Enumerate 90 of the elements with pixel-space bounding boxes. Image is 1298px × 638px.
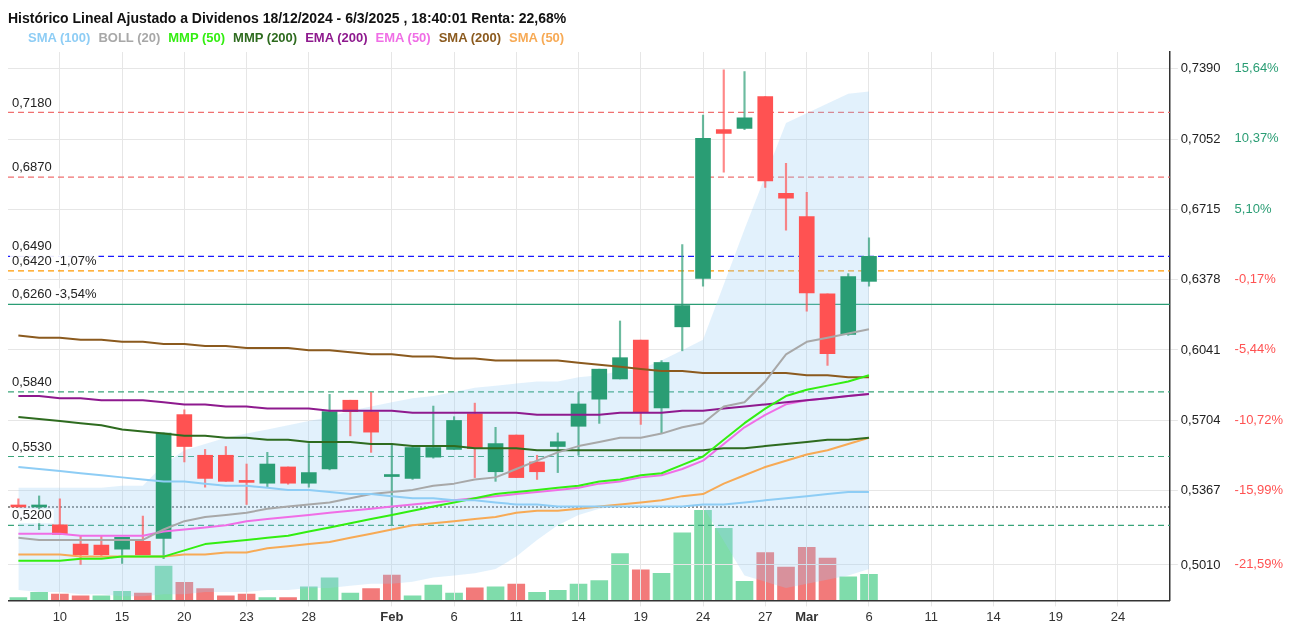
y2-tick-label: 5,10%	[1234, 200, 1272, 216]
y2-tick-label: 15,64%	[1234, 60, 1280, 76]
x-tick-label: 6	[450, 608, 458, 624]
ref-line-label: 0,7180	[12, 94, 52, 110]
bar	[631, 569, 650, 601]
bar	[777, 567, 795, 601]
bar	[175, 582, 194, 601]
bar	[860, 574, 878, 601]
bar	[611, 553, 629, 601]
bar	[486, 586, 505, 601]
y-tick-label: 0,5367	[1180, 482, 1221, 498]
bar	[714, 528, 733, 601]
ref-line-label: 0,6870	[12, 159, 52, 175]
bar	[735, 581, 754, 601]
bar	[217, 595, 235, 601]
x-tick-label: 10	[52, 608, 68, 624]
y-tick-label: 0,6715	[1180, 201, 1221, 217]
x-tick-label: 14	[571, 608, 586, 624]
text: MMP (200)	[233, 30, 298, 45]
bar	[300, 586, 318, 601]
bar	[590, 580, 609, 601]
x-tick-label: 6	[865, 608, 873, 624]
text: BOLL (20)	[98, 30, 161, 45]
bar	[756, 552, 775, 601]
x-tick-label: 20	[177, 608, 192, 624]
y-tick-label: 0,5010	[1180, 556, 1221, 572]
y2-tick-label: -10,72%	[1234, 411, 1284, 427]
bar	[507, 584, 526, 601]
bar	[51, 594, 69, 601]
bar	[154, 566, 173, 601]
x-tick-label: Mar	[795, 608, 819, 624]
candlestick	[736, 71, 753, 130]
y-tick-label: 0,7390	[1180, 60, 1221, 76]
y-tick-label: 0,5704	[1180, 411, 1221, 427]
y2-tick-label: 10,37%	[1234, 130, 1280, 146]
ref-line-label: 0,6490	[12, 238, 52, 254]
x-tick-label: Feb	[380, 608, 404, 624]
x-tick-label: 27	[758, 608, 773, 624]
text: EMA (200)	[305, 30, 368, 45]
bar	[383, 575, 401, 601]
bar	[196, 588, 214, 601]
bar	[30, 592, 48, 601]
bar	[528, 592, 546, 601]
x-tick-label: 24	[1110, 608, 1126, 624]
x-tick-label: 11	[924, 608, 938, 624]
bar	[465, 587, 484, 601]
bar	[9, 597, 28, 601]
bar	[797, 547, 816, 601]
y-tick-label: 0,7052	[1180, 130, 1221, 146]
bar	[341, 593, 360, 601]
x-tick-label: 11	[509, 608, 524, 624]
x-tick-label: 19	[1048, 608, 1063, 624]
bar	[258, 597, 277, 601]
bar	[113, 591, 131, 601]
y-tick-label: 0,6041	[1180, 341, 1221, 357]
x-tick-label: 28	[301, 608, 317, 624]
bar	[320, 577, 339, 601]
x-tick-label: 15	[114, 608, 130, 624]
chart-title: Histórico Lineal Ajustado a Dividenos 18/12/2024 - 6/3/2025 , 18:40:01 Renta: 22,68%	[8, 9, 568, 28]
bar	[673, 532, 692, 601]
x-tick-label: 24	[695, 608, 711, 624]
ref-line-label: 0,5840	[12, 373, 52, 389]
bar	[694, 510, 712, 601]
y-tick-label: 0,6378	[1180, 271, 1221, 287]
text: EMA (50)	[375, 30, 431, 45]
bar	[652, 573, 671, 601]
bar	[548, 590, 567, 601]
bar	[839, 576, 858, 601]
y2-tick-label: -15,99%	[1234, 481, 1284, 497]
bar	[569, 584, 588, 601]
text: SMA (100)	[28, 30, 91, 45]
y2-tick-label: -21,59%	[1234, 556, 1284, 572]
y2-tick-label: -5,44%	[1234, 341, 1277, 357]
ref-line-label: 0,5530	[12, 438, 52, 454]
ref-line-label: 0,6260 -3,54%	[12, 286, 97, 302]
text: SMA (50)	[509, 30, 565, 45]
bar	[424, 585, 443, 601]
text: SMA (200)	[438, 30, 502, 45]
text: MMP (50)	[168, 30, 226, 45]
x-tick-label: 23	[239, 608, 254, 624]
bar	[362, 588, 380, 601]
bar	[279, 597, 297, 601]
x-tick-label: 19	[633, 608, 649, 624]
ref-line-label: 0,5200	[12, 507, 52, 523]
bar	[818, 558, 837, 601]
bar	[134, 593, 152, 601]
ref-line-label: 0,6420 -1,07%	[12, 253, 97, 269]
y2-tick-label: -0,17%	[1234, 270, 1277, 286]
x-tick-label: 14	[986, 608, 1001, 624]
bar	[445, 593, 463, 601]
